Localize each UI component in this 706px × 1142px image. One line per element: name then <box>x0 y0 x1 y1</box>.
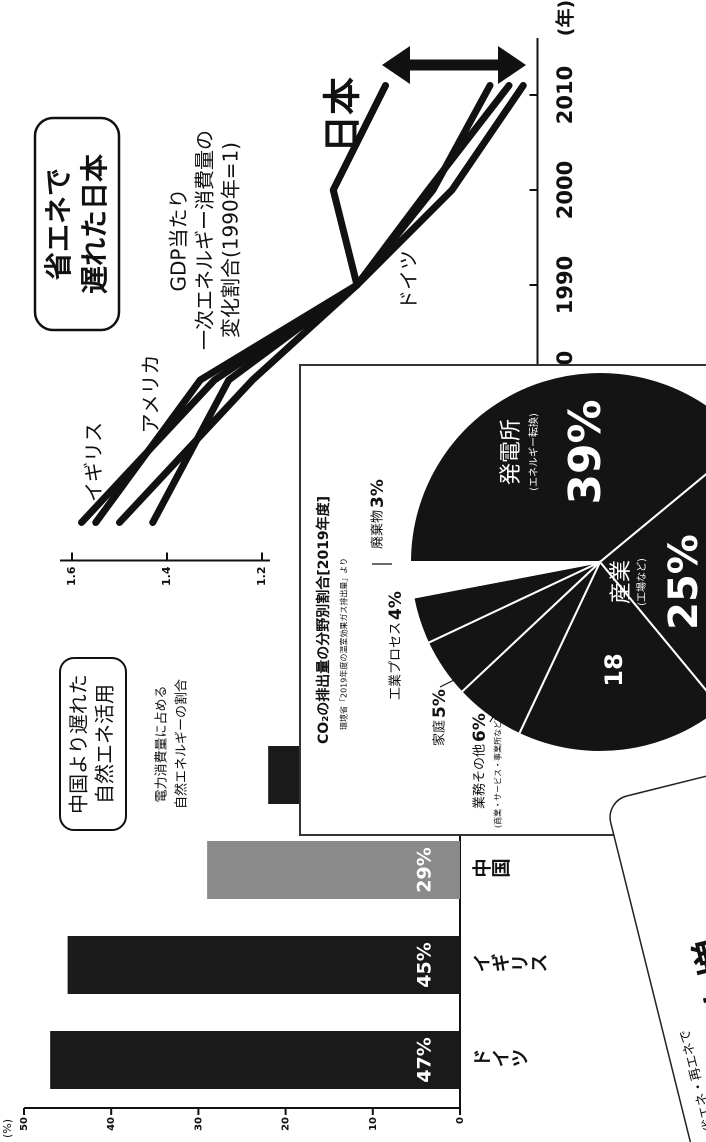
series-label: イギリス <box>82 422 106 502</box>
slice-sublabel: (エネルギー転換) <box>528 413 540 491</box>
y-tick-label: 1.6 <box>65 566 78 586</box>
slice-value-label: 5% <box>430 689 450 718</box>
bar-value-label: 47% <box>414 1037 436 1082</box>
chart-title: 自然エネ活用 <box>93 684 117 804</box>
category-label: 中国 <box>471 859 510 881</box>
line-series <box>116 82 389 526</box>
slice-value-label: 4% <box>386 591 406 620</box>
chart-title: 中国より遅れた <box>67 674 91 814</box>
y-tick-label: 1.2 <box>255 567 268 587</box>
slice-label: 産業 <box>609 560 634 604</box>
slice-sublabel: (工場など) <box>635 558 648 606</box>
x-axis-label: (年) <box>554 0 577 36</box>
series-label: 日本 <box>321 77 365 153</box>
series-label: ドイツ <box>397 250 421 310</box>
slice-label: 廃棄物 <box>370 510 386 549</box>
chart-title: 省エネで <box>42 168 75 280</box>
pie-slice <box>408 561 601 599</box>
chart-subtitle: 変化割合(1990年=1) <box>219 142 243 338</box>
y-tick-label: 1.4 <box>160 566 173 586</box>
chart-subtitle: 電力消費量に占める <box>155 685 170 802</box>
slice-value-label: 3% <box>368 479 388 508</box>
y-tick-label: 40 <box>106 1117 117 1131</box>
slice-label: 工業プロセス <box>388 622 404 700</box>
slice-value-label: 18 <box>600 653 628 686</box>
bar-value-label: 45% <box>414 942 436 987</box>
bar <box>207 841 460 899</box>
leader-line <box>372 563 521 723</box>
slice-value-label: 6% <box>470 713 490 742</box>
y-axis-label: (%) <box>1 1119 14 1138</box>
category-label: イギリス <box>472 954 548 976</box>
slice-value-label: 39% <box>560 399 611 504</box>
x-tick-label: 1990 <box>553 256 577 314</box>
pie-slice <box>408 371 706 563</box>
y-tick-label: 20 <box>281 1117 292 1131</box>
series-label: アメリカ <box>139 355 163 434</box>
y-tick-label: 10 <box>368 1117 379 1131</box>
title-box <box>33 116 121 332</box>
slice-sublabel: (商業・サービス・事業所など) <box>493 718 503 828</box>
y-tick-label: 30 <box>193 1117 204 1131</box>
pie-slice <box>598 439 706 710</box>
card-box <box>609 752 706 1142</box>
chart-subtitle: 一次エネルギー消費量の <box>193 130 217 350</box>
chart-title: CO₂の排出量の分野別割合[2019年度] <box>315 496 332 744</box>
bar <box>67 936 460 994</box>
chart-source: 環境省「2019年度の温室効果ガス排出量」より <box>339 558 349 730</box>
chart-subtitle: 自然エネルギーの割合 <box>174 679 190 809</box>
chart-title: 遅れた日本 <box>78 154 111 294</box>
x-tick-label: 2000 <box>553 161 577 219</box>
x-tick-label: 2010 <box>553 66 577 124</box>
pie-slice <box>517 560 706 753</box>
slice-label: 家庭 <box>432 720 448 746</box>
y-tick-label: 50 <box>19 1117 30 1131</box>
slice-label: 発電所 <box>499 419 524 485</box>
chart-subtitle: GDP当たり <box>167 189 191 292</box>
slice-label: 業務その他 <box>472 744 488 809</box>
y-tick-label: 0 <box>455 1117 466 1124</box>
bar-value-label: 29% <box>414 847 436 892</box>
title-box <box>59 657 127 831</box>
slice-value-label: 25% <box>661 534 706 630</box>
category-label: ドイツ <box>472 1049 529 1071</box>
bar <box>50 1031 460 1089</box>
